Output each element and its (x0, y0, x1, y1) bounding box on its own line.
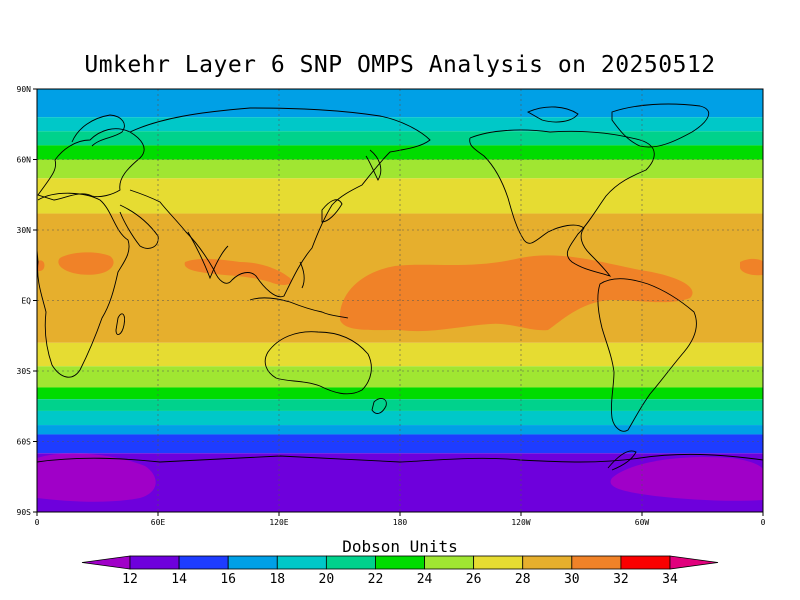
colorbar-box-1 (178, 555, 229, 570)
lon-tick-label-0: 0 (35, 518, 40, 527)
coast-antarctic-peninsula (607, 450, 637, 471)
coast-africa (37, 192, 130, 378)
colorbar-label-11: 34 (662, 572, 678, 587)
colorbar-box-0 (129, 555, 180, 570)
coast-japan (321, 199, 343, 223)
contour-band-11 (37, 410, 763, 426)
coast-indonesia (249, 297, 349, 319)
colorbar-label-4: 20 (319, 572, 335, 587)
colorbar-label-10: 32 (613, 572, 629, 587)
colorbar-label-9: 30 (564, 572, 580, 587)
colorbar-box-5 (375, 555, 425, 570)
colorbar-box-10 (620, 555, 671, 570)
colorbar-label-8: 28 (515, 572, 531, 587)
colorbar-box-7 (473, 555, 524, 570)
lon-tick-label-3: 180 (393, 518, 408, 527)
colorbar-box-3 (276, 555, 327, 570)
colorbar-title: Dobson Units (342, 537, 458, 556)
coast-north-america (469, 129, 655, 277)
lon-tick-label-5: 60W (635, 518, 650, 527)
colorbar-label-6: 24 (417, 572, 433, 587)
contour-band-3 (37, 145, 763, 160)
max-blob-africa (58, 252, 114, 275)
coastlines (37, 103, 763, 471)
colorbar-label-1: 14 (171, 572, 187, 587)
lon-tick-label-4: 120W (511, 518, 530, 527)
coast-philippines (299, 261, 305, 289)
colorbar-box-4 (325, 555, 376, 570)
contour-band-13 (37, 434, 763, 454)
lat-tick-label-3: EQ (21, 297, 31, 306)
colorbar-box-6 (424, 555, 475, 570)
colorbar-box-2 (227, 555, 278, 570)
lat-tick-label-6: 90S (17, 508, 32, 517)
lat-tick-label-4: 30S (17, 367, 32, 376)
contour-band-9 (37, 387, 763, 400)
grid-lines (37, 89, 763, 512)
coast-greenland (611, 103, 710, 148)
max-blob-west (37, 260, 45, 271)
coast-antarctica (37, 453, 763, 463)
max-blob-east (740, 258, 763, 276)
lat-tick-label-1: 60N (17, 156, 32, 165)
min-blob-1 (37, 453, 156, 502)
contour-band-0 (37, 89, 763, 118)
contour-band-2 (37, 131, 763, 146)
lon-tick-label-2: 120E (269, 518, 288, 527)
colorbar: 12 14 16 18 20 22 24 26 28 30 32 34 (81, 555, 719, 587)
colorbar-box-9 (571, 555, 622, 570)
lon-axis: 0 60E 120E 180 120W 60W 0 (35, 512, 766, 527)
colorbar-label-5: 22 (368, 572, 384, 587)
coast-south-america (597, 278, 697, 432)
coast-asia (129, 107, 431, 298)
lat-axis: 90N 60N 30N EQ 30S 60S 90S (17, 85, 37, 517)
lat-tick-label-5: 60S (17, 438, 32, 447)
coast-europe (37, 128, 145, 201)
coast-india (187, 231, 229, 280)
coast-scandinavia (71, 114, 125, 147)
colorbar-box-8 (522, 555, 573, 570)
lon-tick-label-1: 60E (151, 518, 166, 527)
lat-tick-label-0: 90N (17, 85, 32, 94)
colorbar-label-7: 26 (466, 572, 482, 587)
coast-nz (371, 398, 387, 414)
coast-arabia (119, 204, 159, 249)
colorbar-over-triangle (669, 555, 719, 570)
coast-madagascar (115, 313, 125, 336)
colorbar-label-2: 16 (220, 572, 236, 587)
colorbar-label-0: 12 (122, 572, 138, 587)
min-blob-2 (610, 456, 763, 501)
contour-band-4 (37, 159, 763, 179)
chart-title: Umkehr Layer 6 SNP OMPS Analysis on 2025… (84, 52, 716, 78)
colorbar-under-triangle (81, 555, 131, 570)
coast-kamchatka (365, 149, 382, 181)
lat-tick-label-2: 30N (17, 226, 32, 235)
lon-tick-label-6: 0 (761, 518, 766, 527)
contour-band-8 (37, 366, 763, 388)
coast-australia (264, 331, 372, 395)
colorbar-label-3: 18 (269, 572, 285, 587)
coast-arctic-islands (527, 106, 579, 123)
